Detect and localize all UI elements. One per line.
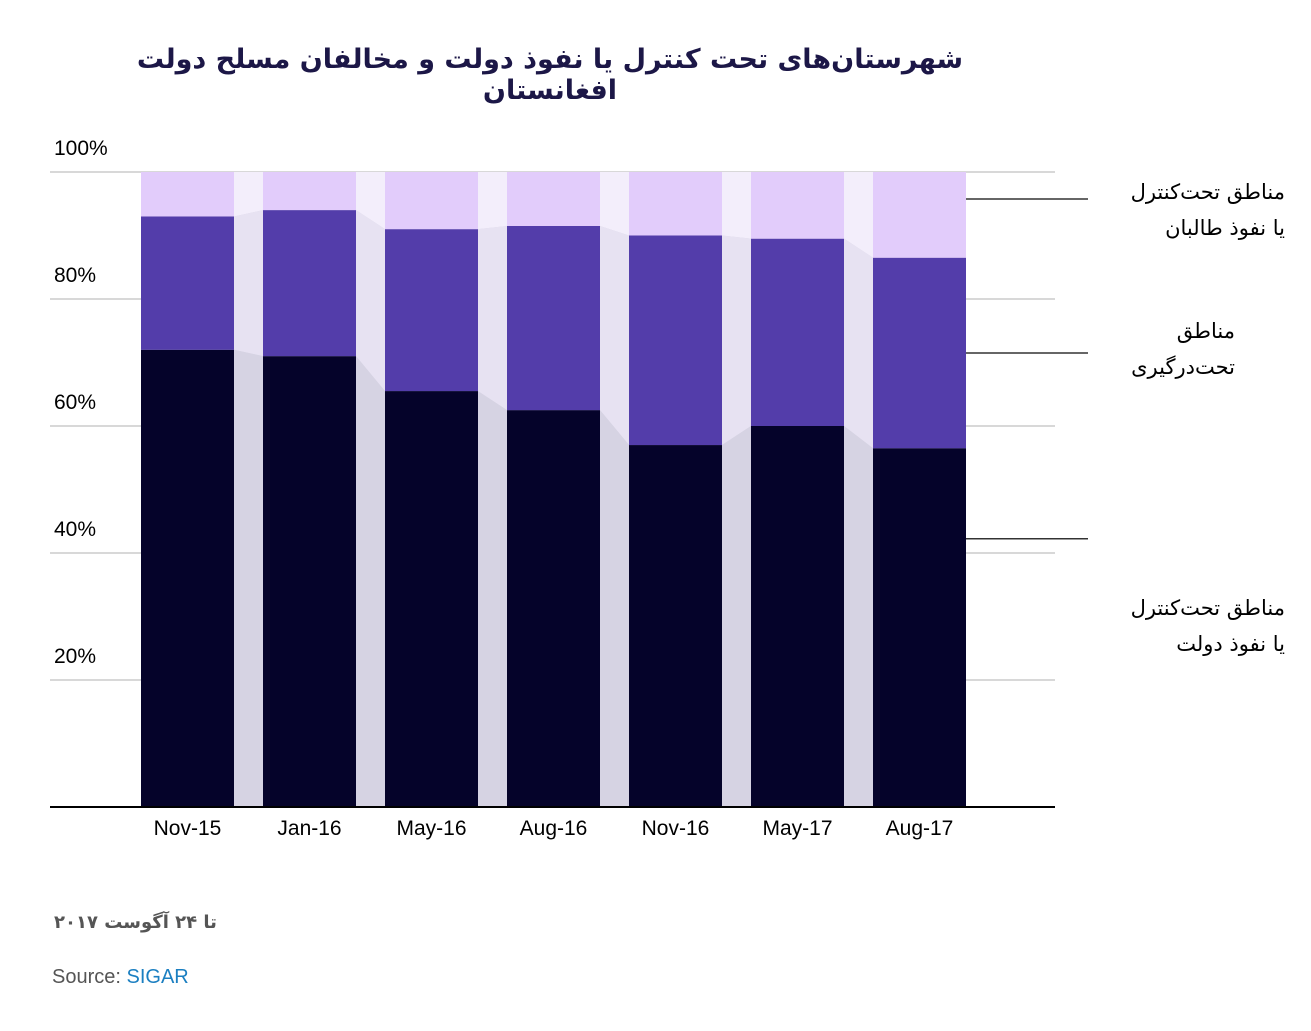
legend-label-taliban: مناطق تحت‌کنترل یا نفوذ طالبان xyxy=(1085,174,1285,246)
bar-segment-taliban xyxy=(385,172,478,230)
bar-segment-contested xyxy=(751,238,844,426)
bar-segment-government xyxy=(263,356,356,807)
connector-government xyxy=(356,356,385,807)
bar-segment-government xyxy=(507,410,600,807)
x-axis-ticks: Nov-15 Jan-16 May-16 Aug-16 Nov-16 May-17 Aug-… xyxy=(154,817,954,840)
bar-segment-government xyxy=(385,391,478,807)
source-prefix: Source: xyxy=(52,966,127,988)
connector-contested xyxy=(356,210,385,392)
connector-government xyxy=(234,349,263,807)
bar-segment-taliban xyxy=(263,172,356,211)
connector-contested xyxy=(478,225,507,411)
x-tick-label: Aug-17 xyxy=(886,817,954,840)
y-tick-label: 100% xyxy=(54,137,108,160)
connector-government xyxy=(600,410,629,807)
y-tick-label: 20% xyxy=(54,645,96,668)
connector-contested xyxy=(722,235,751,446)
legend-label-government-line1: مناطق تحت‌کنترل xyxy=(1130,596,1285,620)
y-tick-label: 40% xyxy=(54,518,96,541)
legend-label-contested-line2: تحت‌درگیری xyxy=(1131,355,1235,379)
date-note: تا ۲۴ آگوست ۲۰۱۷ xyxy=(54,912,217,933)
bar-segment-contested xyxy=(873,257,966,449)
bar-segment-contested xyxy=(385,229,478,392)
bar-segment-government xyxy=(141,349,234,807)
bar-segment-contested xyxy=(141,216,234,350)
bar-segment-government xyxy=(751,426,844,807)
legend-label-taliban-line1: مناطق تحت‌کنترل xyxy=(1130,180,1285,204)
y-tick-label: 60% xyxy=(54,391,96,414)
x-tick-label: May-17 xyxy=(762,817,832,840)
y-tick-label: 80% xyxy=(54,264,96,287)
legend-label-government-line2: یا نفوذ دولت xyxy=(1176,632,1285,656)
connector-contested xyxy=(844,238,873,449)
connector-taliban xyxy=(600,172,629,236)
connector-contested xyxy=(234,210,263,357)
x-tick-label: Nov-15 xyxy=(154,817,222,840)
connector-taliban xyxy=(722,172,751,239)
x-tick-label: Jan-16 xyxy=(277,817,341,840)
connector-taliban xyxy=(234,172,263,217)
connector-government xyxy=(478,391,507,807)
legend-label-government: مناطق تحت‌کنترل یا نفوذ دولت xyxy=(1085,590,1285,662)
connector-taliban xyxy=(356,172,385,230)
chart-title: شهرستان‌های تحت کنترل یا نفوذ دولت و مخا… xyxy=(136,44,964,106)
bar-segment-government xyxy=(629,445,722,807)
bar-segment-taliban xyxy=(507,172,600,226)
bar-segment-contested xyxy=(263,210,356,357)
x-tick-label: Aug-16 xyxy=(520,817,588,840)
source-link[interactable]: SIGAR xyxy=(126,966,189,988)
bar-segment-contested xyxy=(629,235,722,446)
bar-segment-taliban xyxy=(751,172,844,239)
y-axis-ticks: 20% 40% 60% 80% 100% xyxy=(54,137,108,668)
bar-segment-taliban xyxy=(629,172,722,236)
connector-contested xyxy=(600,225,629,446)
bar-segment-government xyxy=(873,448,966,807)
connector-government xyxy=(844,426,873,807)
bar-segment-taliban xyxy=(141,172,234,217)
legend-leader-lines xyxy=(966,198,1088,540)
connector-taliban xyxy=(844,172,873,258)
connector-taliban xyxy=(478,172,507,230)
connector-government xyxy=(722,426,751,807)
legend-label-contested: مناطق تحت‌درگیری xyxy=(1085,313,1235,385)
bar-segment-taliban xyxy=(873,172,966,258)
x-tick-label: May-16 xyxy=(396,817,466,840)
legend-label-contested-line1: مناطق xyxy=(1176,319,1235,343)
bar-segment-contested xyxy=(507,225,600,411)
legend-label-taliban-line2: یا نفوذ طالبان xyxy=(1165,216,1285,240)
source-line: Source: SIGAR xyxy=(52,966,189,989)
x-tick-label: Nov-16 xyxy=(642,817,710,840)
bars xyxy=(141,172,966,807)
